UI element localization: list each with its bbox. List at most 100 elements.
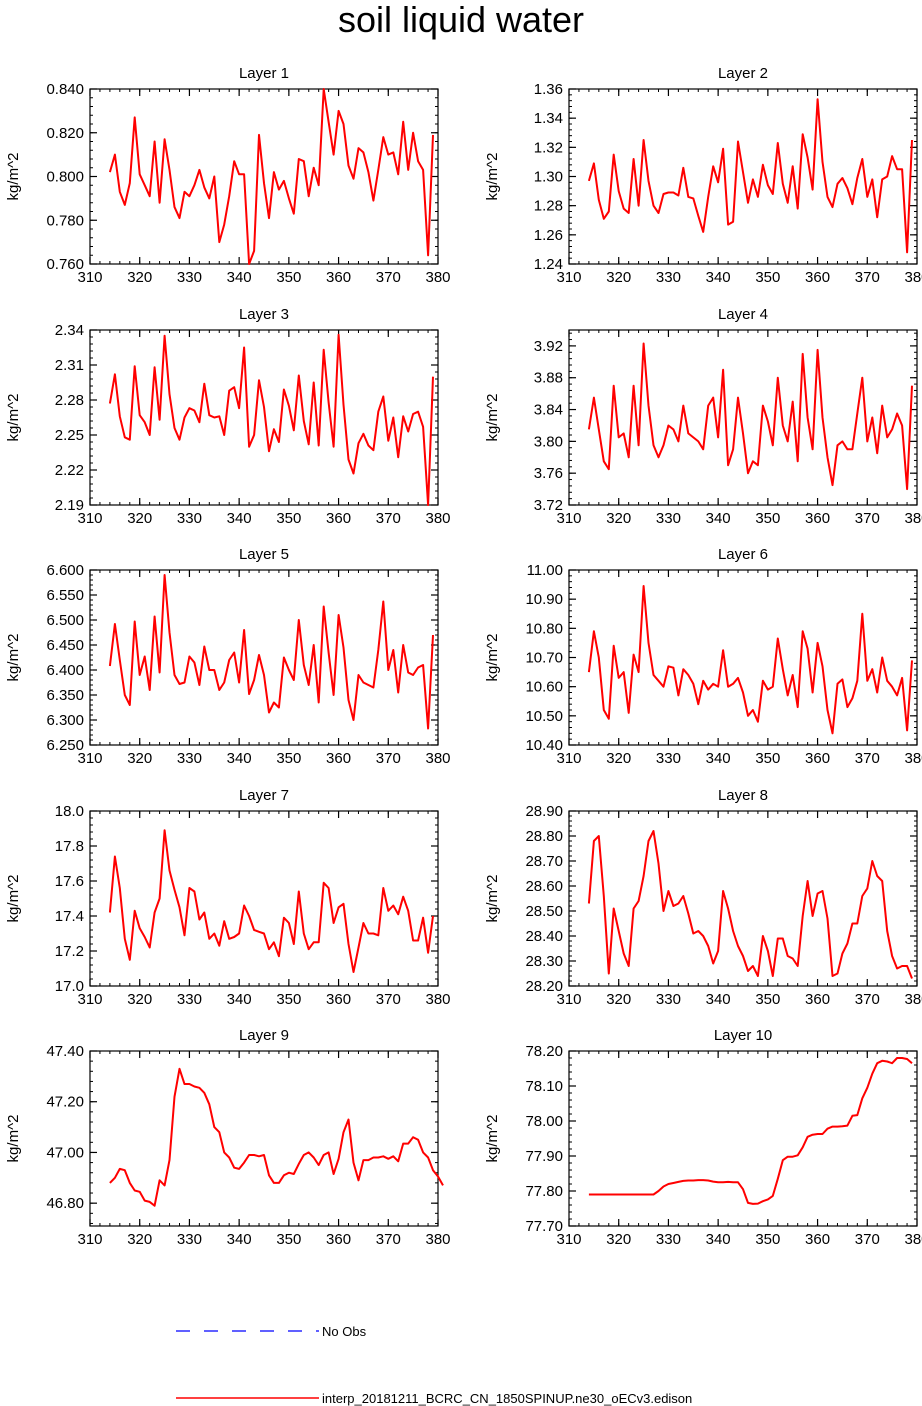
x-tick-label: 350	[755, 1231, 780, 1248]
y-tick-label: 0.760	[46, 256, 84, 273]
y-tick-label: 3.80	[534, 433, 563, 450]
x-tick-label: 320	[606, 1231, 631, 1248]
y-axis-label: kg/m^2	[5, 1115, 22, 1163]
y-tick-label: 28.30	[525, 953, 563, 970]
y-tick-label: 1.32	[534, 139, 563, 156]
chart-title: Layer 3	[239, 306, 289, 323]
x-tick-label: 380	[425, 510, 450, 527]
x-tick-label: 350	[755, 991, 780, 1008]
y-tick-label: 17.2	[55, 943, 84, 960]
y-tick-label: 6.550	[46, 587, 84, 604]
x-tick-label: 370	[376, 269, 401, 286]
y-tick-label: 10.60	[525, 679, 563, 696]
x-tick-label: 320	[606, 269, 631, 286]
y-tick-label: 0.800	[46, 169, 84, 186]
y-tick-label: 10.80	[525, 620, 563, 637]
x-tick-label: 360	[805, 269, 830, 286]
y-tick-label: 0.780	[46, 212, 84, 229]
y-axis-label: kg/m^2	[5, 153, 22, 201]
y-axis-label: kg/m^2	[5, 875, 22, 923]
x-tick-label: 360	[805, 750, 830, 767]
y-axis-label: kg/m^2	[484, 634, 501, 682]
x-tick-label: 370	[376, 510, 401, 527]
x-tick-label: 370	[376, 991, 401, 1008]
chart-panel-2: Layer 2 310 320 330 340 350 360 370 380 1.24 1.26 1…	[484, 65, 922, 286]
y-tick-label: 2.22	[55, 462, 84, 479]
y-tick-label: 6.400	[46, 662, 84, 679]
chart-panel-9: Layer 9 310 320 330 340 350 360 370 380 46.80 47.0…	[5, 1027, 451, 1248]
x-tick-label: 330	[656, 1231, 681, 1248]
x-tick-label: 350	[755, 269, 780, 286]
x-tick-label: 310	[556, 1231, 581, 1248]
x-tick-label: 360	[326, 1231, 351, 1248]
y-tick-label: 1.30	[534, 169, 563, 186]
chart-title: Layer 8	[718, 787, 768, 804]
y-tick-label: 1.28	[534, 198, 563, 215]
y-axis-label: kg/m^2	[484, 153, 501, 201]
plot-frame	[89, 329, 439, 506]
y-tick-label: 78.10	[525, 1078, 563, 1095]
x-tick-label: 330	[177, 991, 202, 1008]
x-tick-label: 310	[77, 991, 102, 1008]
page-title: soil liquid water	[337, 0, 585, 40]
y-tick-label: 78.00	[525, 1113, 563, 1130]
y-tick-label: 6.500	[46, 612, 84, 629]
x-tick-label: 320	[127, 750, 152, 767]
x-tick-label: 360	[326, 750, 351, 767]
y-tick-label: 28.60	[525, 878, 563, 895]
x-tick-label: 320	[606, 991, 631, 1008]
y-tick-label: 28.90	[525, 803, 563, 820]
x-tick-label: 360	[805, 510, 830, 527]
chart-title: Layer 7	[239, 787, 289, 804]
series-line	[108, 829, 434, 973]
x-tick-label: 370	[855, 991, 880, 1008]
x-tick-label: 380	[425, 269, 450, 286]
y-tick-label: 2.19	[55, 497, 84, 514]
x-tick-label: 370	[855, 1231, 880, 1248]
x-tick-label: 330	[177, 750, 202, 767]
y-tick-label: 28.50	[525, 903, 563, 920]
y-tick-label: 28.40	[525, 928, 563, 945]
x-tick-label: 340	[227, 269, 252, 286]
y-tick-label: 17.6	[55, 873, 84, 890]
x-tick-label: 380	[425, 1231, 450, 1248]
x-tick-label: 340	[706, 269, 731, 286]
y-tick-label: 3.72	[534, 497, 563, 514]
x-tick-label: 360	[805, 991, 830, 1008]
chart-panel-6: Layer 6 310 320 330 340 350 360 370 380 10.40 10.5…	[484, 546, 922, 767]
chart-panel-7: Layer 7 310 320 330 340 350 360 370 380 17.0 17.2 1…	[5, 787, 451, 1008]
x-tick-label: 360	[326, 269, 351, 286]
y-tick-label: 2.31	[55, 357, 84, 374]
x-tick-label: 370	[376, 750, 401, 767]
y-tick-label: 77.70	[525, 1218, 563, 1235]
x-tick-label: 330	[656, 269, 681, 286]
y-tick-label: 1.36	[534, 81, 563, 98]
x-tick-label: 370	[855, 269, 880, 286]
x-tick-label: 310	[556, 991, 581, 1008]
y-axis-label: kg/m^2	[484, 875, 501, 923]
x-tick-label: 320	[127, 991, 152, 1008]
y-tick-label: 11.00	[527, 562, 563, 579]
x-tick-label: 320	[606, 750, 631, 767]
x-tick-label: 340	[227, 510, 252, 527]
y-tick-label: 28.20	[525, 978, 563, 995]
y-tick-label: 0.820	[46, 125, 84, 142]
y-tick-label: 17.8	[55, 838, 84, 855]
chart-panel-5: Layer 5 310 320 330 340 350 360 370 380 6.250 6.30…	[5, 546, 451, 767]
chart-title: Layer 4	[718, 306, 768, 323]
y-tick-label: 0.840	[46, 81, 84, 98]
y-tick-label: 47.20	[46, 1094, 84, 1111]
x-tick-label: 360	[326, 510, 351, 527]
y-axis-label: kg/m^2	[484, 1115, 501, 1163]
x-tick-label: 310	[556, 510, 581, 527]
x-tick-label: 330	[177, 1231, 202, 1248]
chart-title: Layer 1	[239, 65, 289, 82]
chart-panel-4: Layer 4 310 320 330 340 350 360 370 380 3.72 3.76 3…	[484, 306, 922, 527]
y-tick-label: 10.90	[525, 591, 563, 608]
y-tick-label: 1.26	[534, 227, 563, 244]
x-tick-label: 350	[276, 1231, 301, 1248]
x-tick-label: 350	[276, 510, 301, 527]
y-axis-label: kg/m^2	[484, 394, 501, 442]
x-tick-label: 350	[755, 510, 780, 527]
